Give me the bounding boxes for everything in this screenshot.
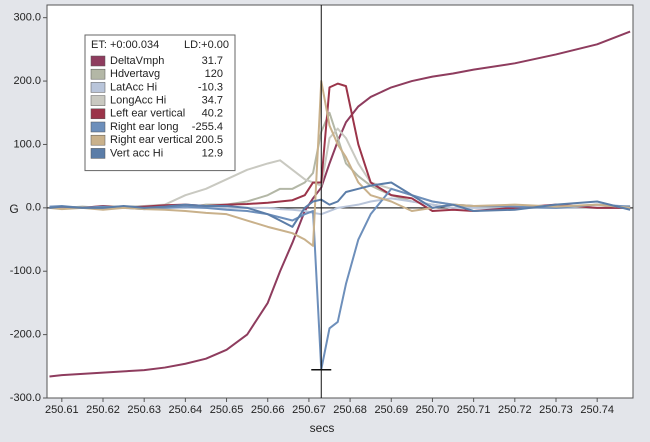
y-tick-label: -300.0	[10, 392, 41, 404]
x-tick-label: 250.64	[169, 404, 203, 416]
x-tick-label: 250.73	[539, 404, 573, 416]
x-tick-label: 250.67	[292, 404, 326, 416]
legend-swatch	[90, 121, 106, 133]
legend-header: LD:+0.00	[184, 39, 229, 51]
x-tick-label: 250.66	[251, 404, 285, 416]
legend-label: Vert acc Hi	[110, 147, 163, 159]
legend-swatch	[90, 108, 106, 120]
x-tick-label: 250.61	[45, 404, 79, 416]
x-tick-label: 250.63	[127, 404, 161, 416]
y-tick-label: 0.0	[26, 202, 41, 214]
legend-swatch	[90, 148, 106, 159]
legend-swatch	[90, 68, 106, 80]
legend-label: DeltaVmph	[110, 55, 164, 67]
x-axis-label: secs	[310, 421, 335, 435]
legend-label: Right ear vertical	[110, 134, 193, 146]
legend-label: LatAcc Hi	[110, 81, 157, 93]
legend-swatch	[90, 134, 106, 146]
y-tick-label: 300.0	[13, 12, 41, 24]
legend-value: -255.4	[192, 121, 223, 133]
y-tick-label: -100.0	[10, 265, 41, 277]
x-tick-label: 250.62	[86, 404, 120, 416]
legend-label: Hdvertavg	[110, 68, 160, 80]
legend-value: 40.2	[202, 108, 223, 120]
legend-swatch	[90, 55, 106, 67]
x-tick-label: 250.70	[416, 404, 450, 416]
legend-value: 200.5	[195, 134, 223, 146]
legend-box	[84, 34, 236, 172]
y-tick-label: 100.0	[13, 138, 41, 150]
legend-value: -10.3	[198, 81, 223, 93]
series-line	[49, 82, 631, 213]
legend-value: 34.7	[202, 95, 223, 107]
legend-label: Left ear vertical	[110, 108, 185, 120]
x-tick-label: 250.69	[374, 404, 408, 416]
x-tick-label: 250.65	[210, 404, 244, 416]
legend-swatch	[90, 95, 106, 106]
y-tick-label: -200.0	[10, 329, 41, 341]
legend-header: ET: +0:00.034	[91, 39, 159, 51]
legend-value: 31.7	[202, 55, 223, 67]
x-tick-label: 250.68	[333, 404, 367, 416]
legend-value: 120	[205, 68, 223, 80]
x-tick-label: 250.74	[580, 404, 614, 416]
series-line	[49, 181, 631, 228]
x-tick-label: 250.71	[457, 404, 491, 416]
series-line	[49, 30, 631, 378]
legend-swatch	[90, 82, 106, 93]
legend-label: Right ear long	[110, 121, 179, 133]
legend-value: 12.9	[202, 147, 223, 159]
legend-label: LongAcc Hi	[110, 95, 166, 107]
y-tick-label: 200.0	[13, 75, 41, 87]
x-tick-label: 250.72	[498, 404, 532, 416]
y-axis-label: G	[9, 202, 18, 216]
